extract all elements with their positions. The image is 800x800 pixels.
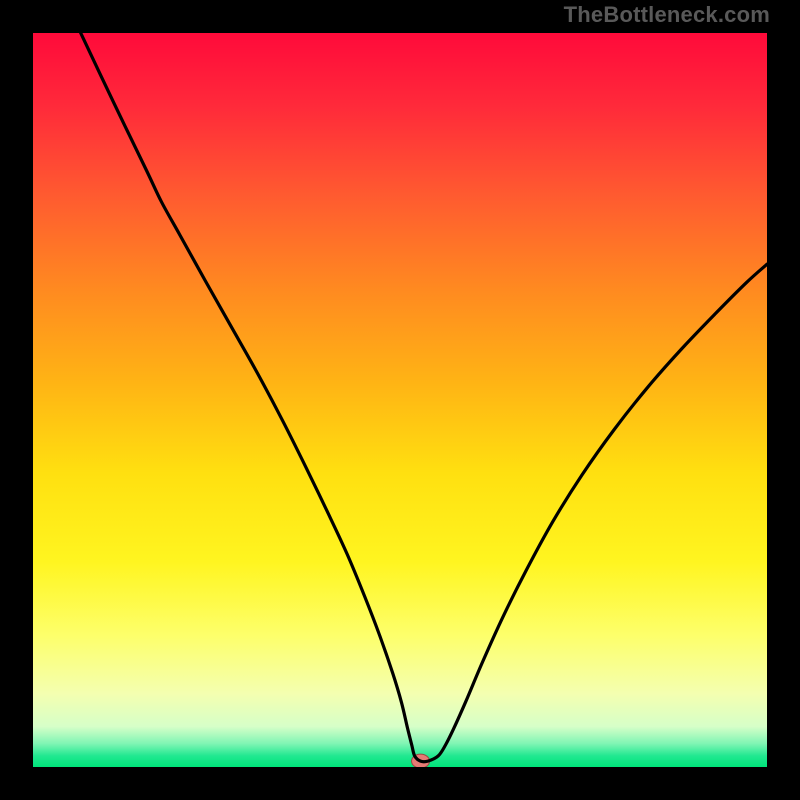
chart-svg	[0, 0, 800, 800]
chart-root: TheBottleneck.com	[0, 0, 800, 800]
plot-area	[33, 33, 767, 767]
watermark-text: TheBottleneck.com	[564, 2, 770, 28]
